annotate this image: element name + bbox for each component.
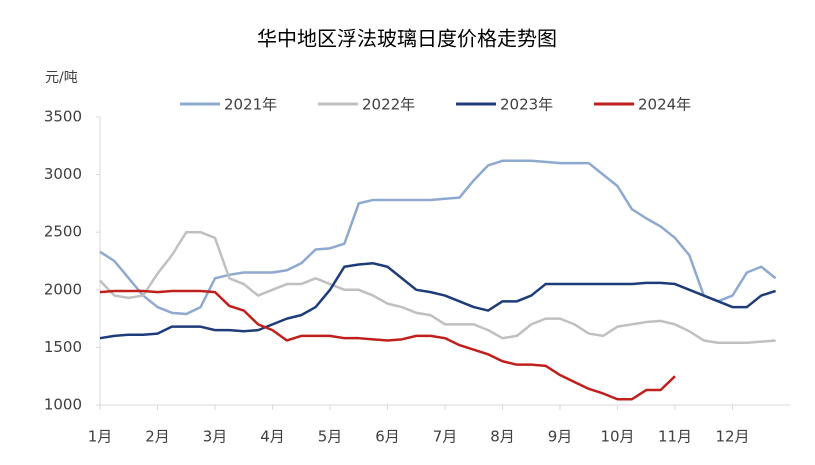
x-tick-label: 5月 (318, 428, 343, 446)
x-tick-label: 10月 (600, 428, 634, 446)
legend-label: 2021年 (224, 96, 277, 114)
x-tick-label: 9月 (548, 428, 573, 446)
series-line (99, 159, 777, 316)
series-line (99, 289, 676, 401)
x-tick-label: 3月 (203, 428, 228, 446)
chart-title: 华中地区浮法玻璃日度价格走势图 (257, 27, 557, 51)
y-tick-label: 3000 (44, 165, 82, 183)
x-tick-label: 8月 (490, 428, 515, 446)
x-tick-label: 1月 (88, 428, 113, 446)
x-tick-label: 7月 (433, 428, 458, 446)
legend-label: 2022年 (362, 96, 415, 114)
y-tick-label: 2500 (44, 223, 82, 241)
x-tick-label: 12月 (715, 428, 749, 446)
x-tick-label: 4月 (260, 428, 285, 446)
y-tick-label: 2000 (44, 280, 82, 298)
series-line (99, 262, 777, 340)
y-tick-label: 3500 (44, 108, 82, 126)
legend-label: 2024年 (638, 96, 691, 114)
x-tick-label: 2月 (145, 428, 170, 446)
series-line (99, 230, 776, 345)
legend-label: 2023年 (500, 96, 553, 114)
y-tick-label: 1500 (44, 338, 82, 356)
y-unit: 元/吨 (45, 70, 78, 86)
x-tick-label: 6月 (375, 428, 400, 446)
y-tick-label: 1000 (44, 396, 82, 414)
x-tick-label: 11月 (658, 428, 692, 446)
